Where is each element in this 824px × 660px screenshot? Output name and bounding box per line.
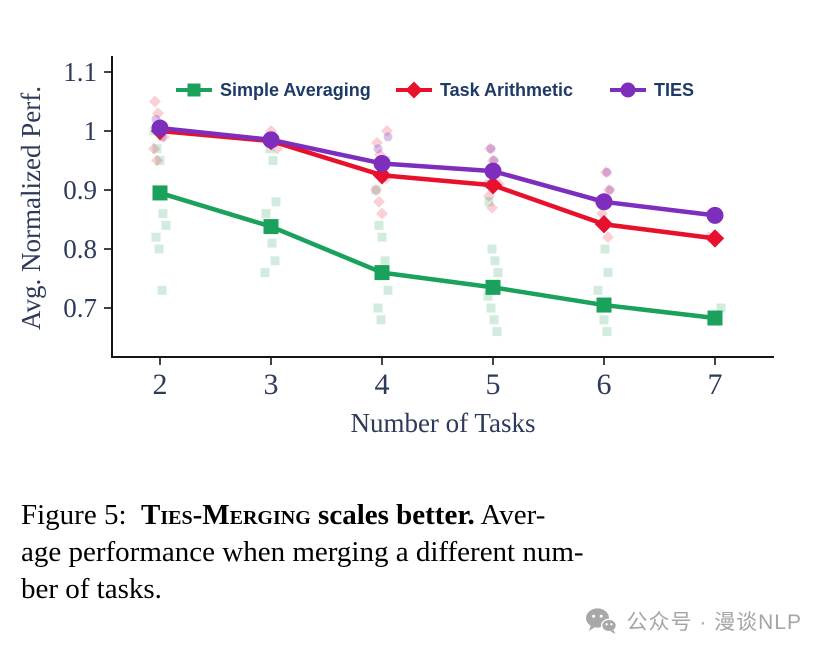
scatter-point bbox=[716, 303, 726, 313]
data-point bbox=[484, 162, 502, 180]
y-axis-title: Avg. Normalized Perf. bbox=[16, 86, 46, 330]
scatter-point bbox=[376, 315, 386, 325]
legend-item: Task Arithmetic bbox=[396, 80, 573, 100]
watermark-text: 公众号 · 漫谈NLP bbox=[626, 611, 802, 634]
x-tick-label: 3 bbox=[264, 368, 279, 401]
scatter-point bbox=[489, 315, 499, 325]
data-point bbox=[485, 279, 501, 295]
data-point bbox=[706, 206, 724, 224]
scatter-point bbox=[602, 167, 612, 177]
scatter-point bbox=[373, 144, 383, 154]
x-tick-label: 5 bbox=[486, 368, 501, 401]
scatter-point bbox=[267, 238, 277, 248]
data-point bbox=[595, 193, 613, 211]
scatter-point bbox=[593, 285, 603, 295]
scatter-point bbox=[599, 315, 609, 325]
scatter-point bbox=[376, 207, 388, 220]
data-point bbox=[372, 166, 392, 185]
scatter-point bbox=[493, 268, 503, 278]
figure5-chart: Number of Tasks Avg. Normalized Perf. 2 3… bbox=[16, 56, 774, 438]
scatter-point bbox=[605, 185, 615, 195]
watermark: 公众号 · 漫谈NLP bbox=[585, 606, 802, 636]
scatter-point bbox=[374, 220, 384, 230]
y-tick-label: 0.9 bbox=[63, 175, 97, 205]
y-tick-label: 1.1 bbox=[63, 57, 97, 87]
scatter-point bbox=[603, 184, 615, 196]
scatter-point bbox=[486, 303, 496, 313]
scatter-point bbox=[483, 291, 493, 301]
data-point bbox=[262, 131, 280, 149]
legend-item: TIES bbox=[610, 80, 694, 100]
figure-caption: Figure 5: Ties-Merging scales better. Av… bbox=[21, 497, 801, 608]
scatter-point bbox=[154, 244, 164, 254]
wechat-icon bbox=[586, 608, 618, 634]
x-tick-label: 6 bbox=[597, 368, 612, 401]
legend-label: Task Arithmetic bbox=[440, 80, 573, 100]
scatter-point bbox=[383, 132, 393, 142]
scatter-point bbox=[268, 156, 278, 165]
data-point bbox=[373, 154, 391, 172]
scatter-point bbox=[603, 268, 613, 278]
scatter-point bbox=[377, 232, 387, 242]
legend-label: TIES bbox=[654, 80, 694, 100]
scatter-point bbox=[270, 256, 280, 266]
scatter-point bbox=[600, 166, 612, 179]
x-tick-label: 4 bbox=[375, 368, 390, 401]
scatter-point bbox=[149, 95, 161, 108]
legend-item: Simple Averaging bbox=[176, 80, 371, 100]
scatter-point bbox=[602, 327, 612, 337]
x-tick-label: 2 bbox=[153, 368, 168, 401]
series-line bbox=[157, 128, 718, 241]
caption-line: ber of tasks. bbox=[21, 573, 162, 606]
scatter-point bbox=[487, 244, 497, 254]
series-line bbox=[157, 125, 718, 218]
x-tick-label: 7 bbox=[708, 368, 723, 401]
scatter-point bbox=[152, 144, 162, 154]
x-axis-title: Number of Tasks bbox=[350, 408, 535, 438]
chart-canvas: Number of Tasks Avg. Normalized Perf. 2 3… bbox=[16, 56, 774, 438]
scatter-point bbox=[492, 327, 502, 337]
series-line bbox=[157, 190, 718, 321]
data-point bbox=[151, 119, 169, 137]
legend-marker bbox=[187, 83, 201, 97]
scatter-point bbox=[373, 303, 383, 313]
scatter-point bbox=[380, 256, 390, 266]
caption-line: Figure 5: Ties-Merging scales better. Av… bbox=[21, 499, 546, 531]
data-point bbox=[263, 219, 279, 235]
data-point bbox=[705, 229, 725, 248]
scatter-point bbox=[158, 209, 168, 219]
scatter-point bbox=[484, 197, 494, 207]
scatter-point bbox=[157, 285, 167, 295]
legend-marker bbox=[620, 82, 636, 98]
y-tick-label: 1 bbox=[84, 116, 98, 146]
legend-label: Simple Averaging bbox=[220, 80, 371, 100]
data-point bbox=[483, 176, 503, 195]
scatter-point bbox=[161, 220, 171, 230]
scatter-point bbox=[271, 197, 281, 207]
scatter-point bbox=[383, 285, 393, 295]
data-point bbox=[374, 265, 390, 281]
scatter-point bbox=[148, 142, 160, 155]
data-point bbox=[707, 310, 723, 326]
data-point bbox=[152, 185, 168, 201]
y-tick-label: 0.8 bbox=[63, 234, 97, 264]
scatter-point bbox=[152, 107, 164, 120]
scatter-point bbox=[373, 195, 385, 208]
scatter-point bbox=[155, 156, 165, 165]
scatter-point bbox=[600, 244, 610, 254]
data-point bbox=[596, 297, 612, 313]
scatter-point bbox=[490, 256, 500, 266]
scatter-point bbox=[602, 231, 614, 244]
scatter-point bbox=[151, 232, 161, 242]
caption-line: age performance when merging a different… bbox=[21, 536, 584, 569]
scatter-point bbox=[260, 268, 270, 278]
scatter-point bbox=[486, 144, 496, 154]
scatter-point bbox=[371, 185, 381, 195]
data-point bbox=[594, 215, 614, 234]
y-tick-label: 0.7 bbox=[63, 293, 97, 323]
scatter-point bbox=[151, 154, 163, 167]
legend-marker bbox=[405, 81, 423, 99]
scatter-point bbox=[261, 209, 271, 219]
